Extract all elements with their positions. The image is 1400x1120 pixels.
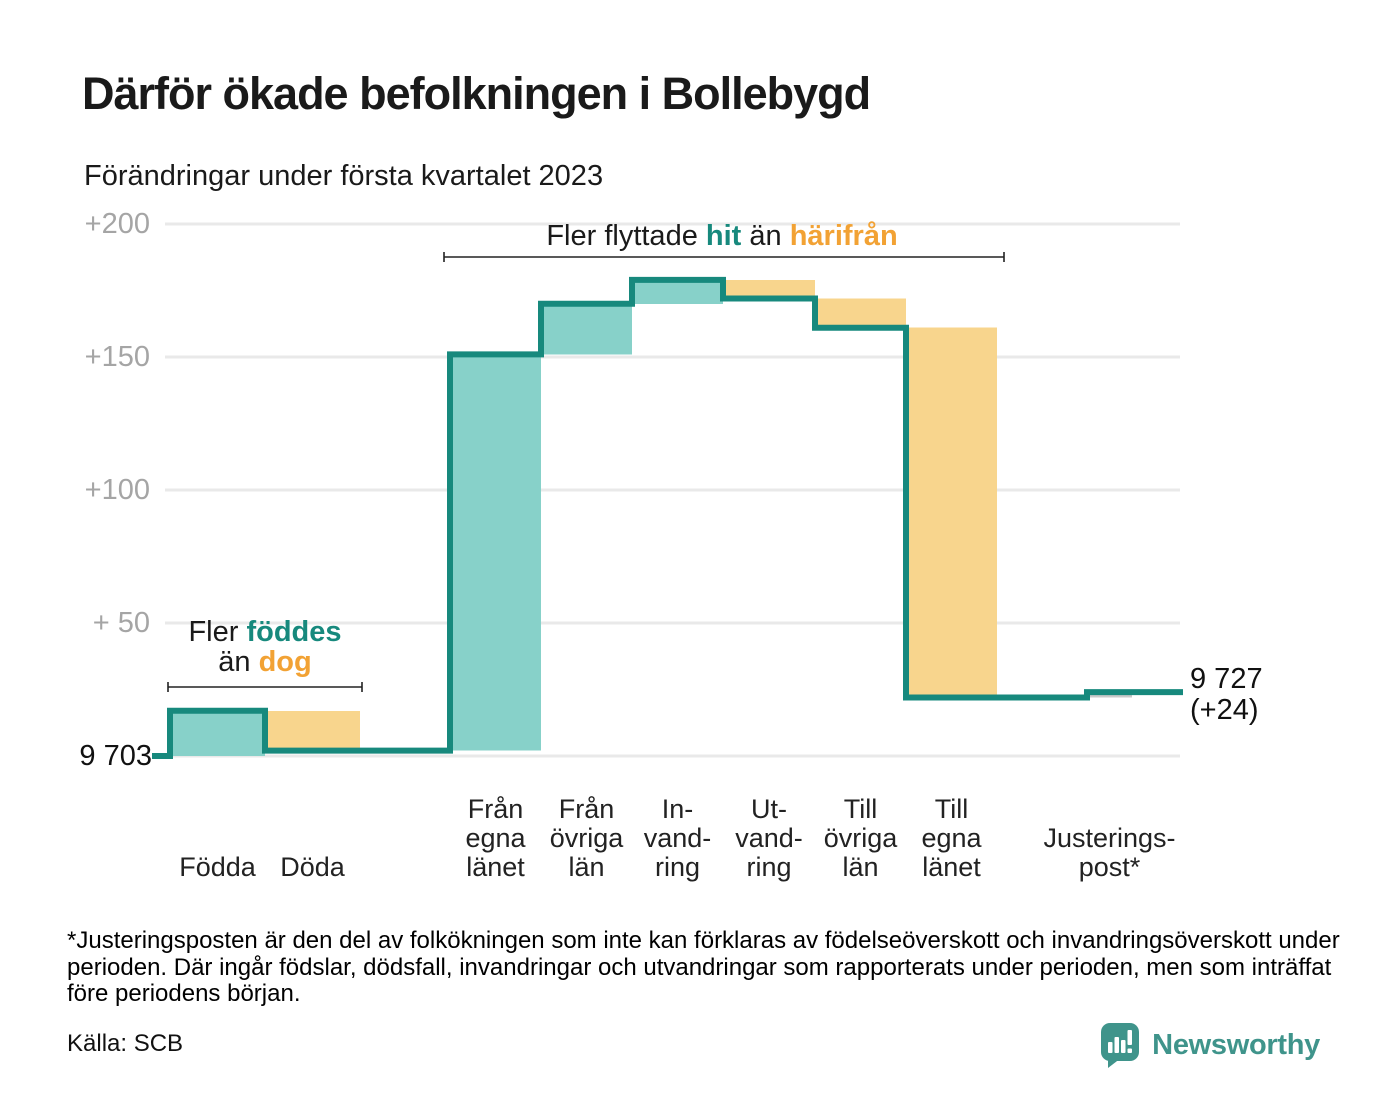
category-label-Till övriga län: Till övriga län	[823, 794, 898, 882]
category-label-Utvandring: Ut- vand- ring	[735, 794, 803, 882]
bar-Utvandring	[723, 279, 815, 299]
newsworthy-logo-icon	[1101, 1023, 1140, 1068]
y-tick-50: + 50	[92, 607, 150, 639]
category-label-Döda: Döda	[280, 852, 345, 882]
chart-subtitle: Förändringar under första kvartalet 2023	[84, 160, 604, 192]
bar-Från övriga län	[541, 303, 632, 355]
annotation-births: Fler föddes än dog	[188, 616, 342, 678]
bar-Födda	[170, 710, 265, 756]
annotation-word-teal: hit	[705, 220, 742, 252]
annotation-word-teal: föddes	[246, 616, 342, 648]
page-title: Därför ökade befolkningen i Bollebygd	[82, 68, 871, 119]
category-label-Till egna länet: Till egna länet	[921, 794, 982, 882]
category-label-Invandring: In- vand- ring	[643, 794, 712, 882]
y-tick-100: +100	[84, 474, 150, 506]
bar-Döda	[265, 710, 360, 751]
bar-Till egna länet	[906, 327, 997, 698]
y-tick-150: +150	[84, 341, 150, 373]
cumulative-step-line	[152, 276, 1183, 759]
annotation-word-orange: härifrån	[789, 220, 898, 252]
category-label-Från övriga län: Från övriga län	[549, 794, 624, 882]
y-tick-200: +200	[84, 208, 150, 240]
newsworthy-logo: Newsworthy	[1100, 1022, 1320, 1068]
category-label-Justeringspost*: Justerings- post*	[1043, 823, 1176, 882]
bar-Till övriga län	[815, 298, 906, 328]
source-label: Källa: SCB	[67, 1030, 184, 1057]
footnote-text: *Justeringsposten är den del av folkökni…	[67, 927, 1340, 1007]
start-value-label: 9 703	[79, 740, 152, 772]
annotation-word-orange: dog	[258, 646, 312, 678]
annotation-moves: Fler flyttade hit än härifrån	[546, 220, 898, 252]
bar-Från egna länet	[450, 354, 541, 751]
category-label-Från egna länet: Från egna länet	[465, 794, 526, 882]
category-label-Födda: Födda	[179, 852, 256, 882]
newsworthy-logo-text: Newsworthy	[1152, 1028, 1320, 1061]
end-value-label: 9 727 (+24)	[1190, 663, 1263, 726]
bar-Invandring	[632, 279, 723, 304]
